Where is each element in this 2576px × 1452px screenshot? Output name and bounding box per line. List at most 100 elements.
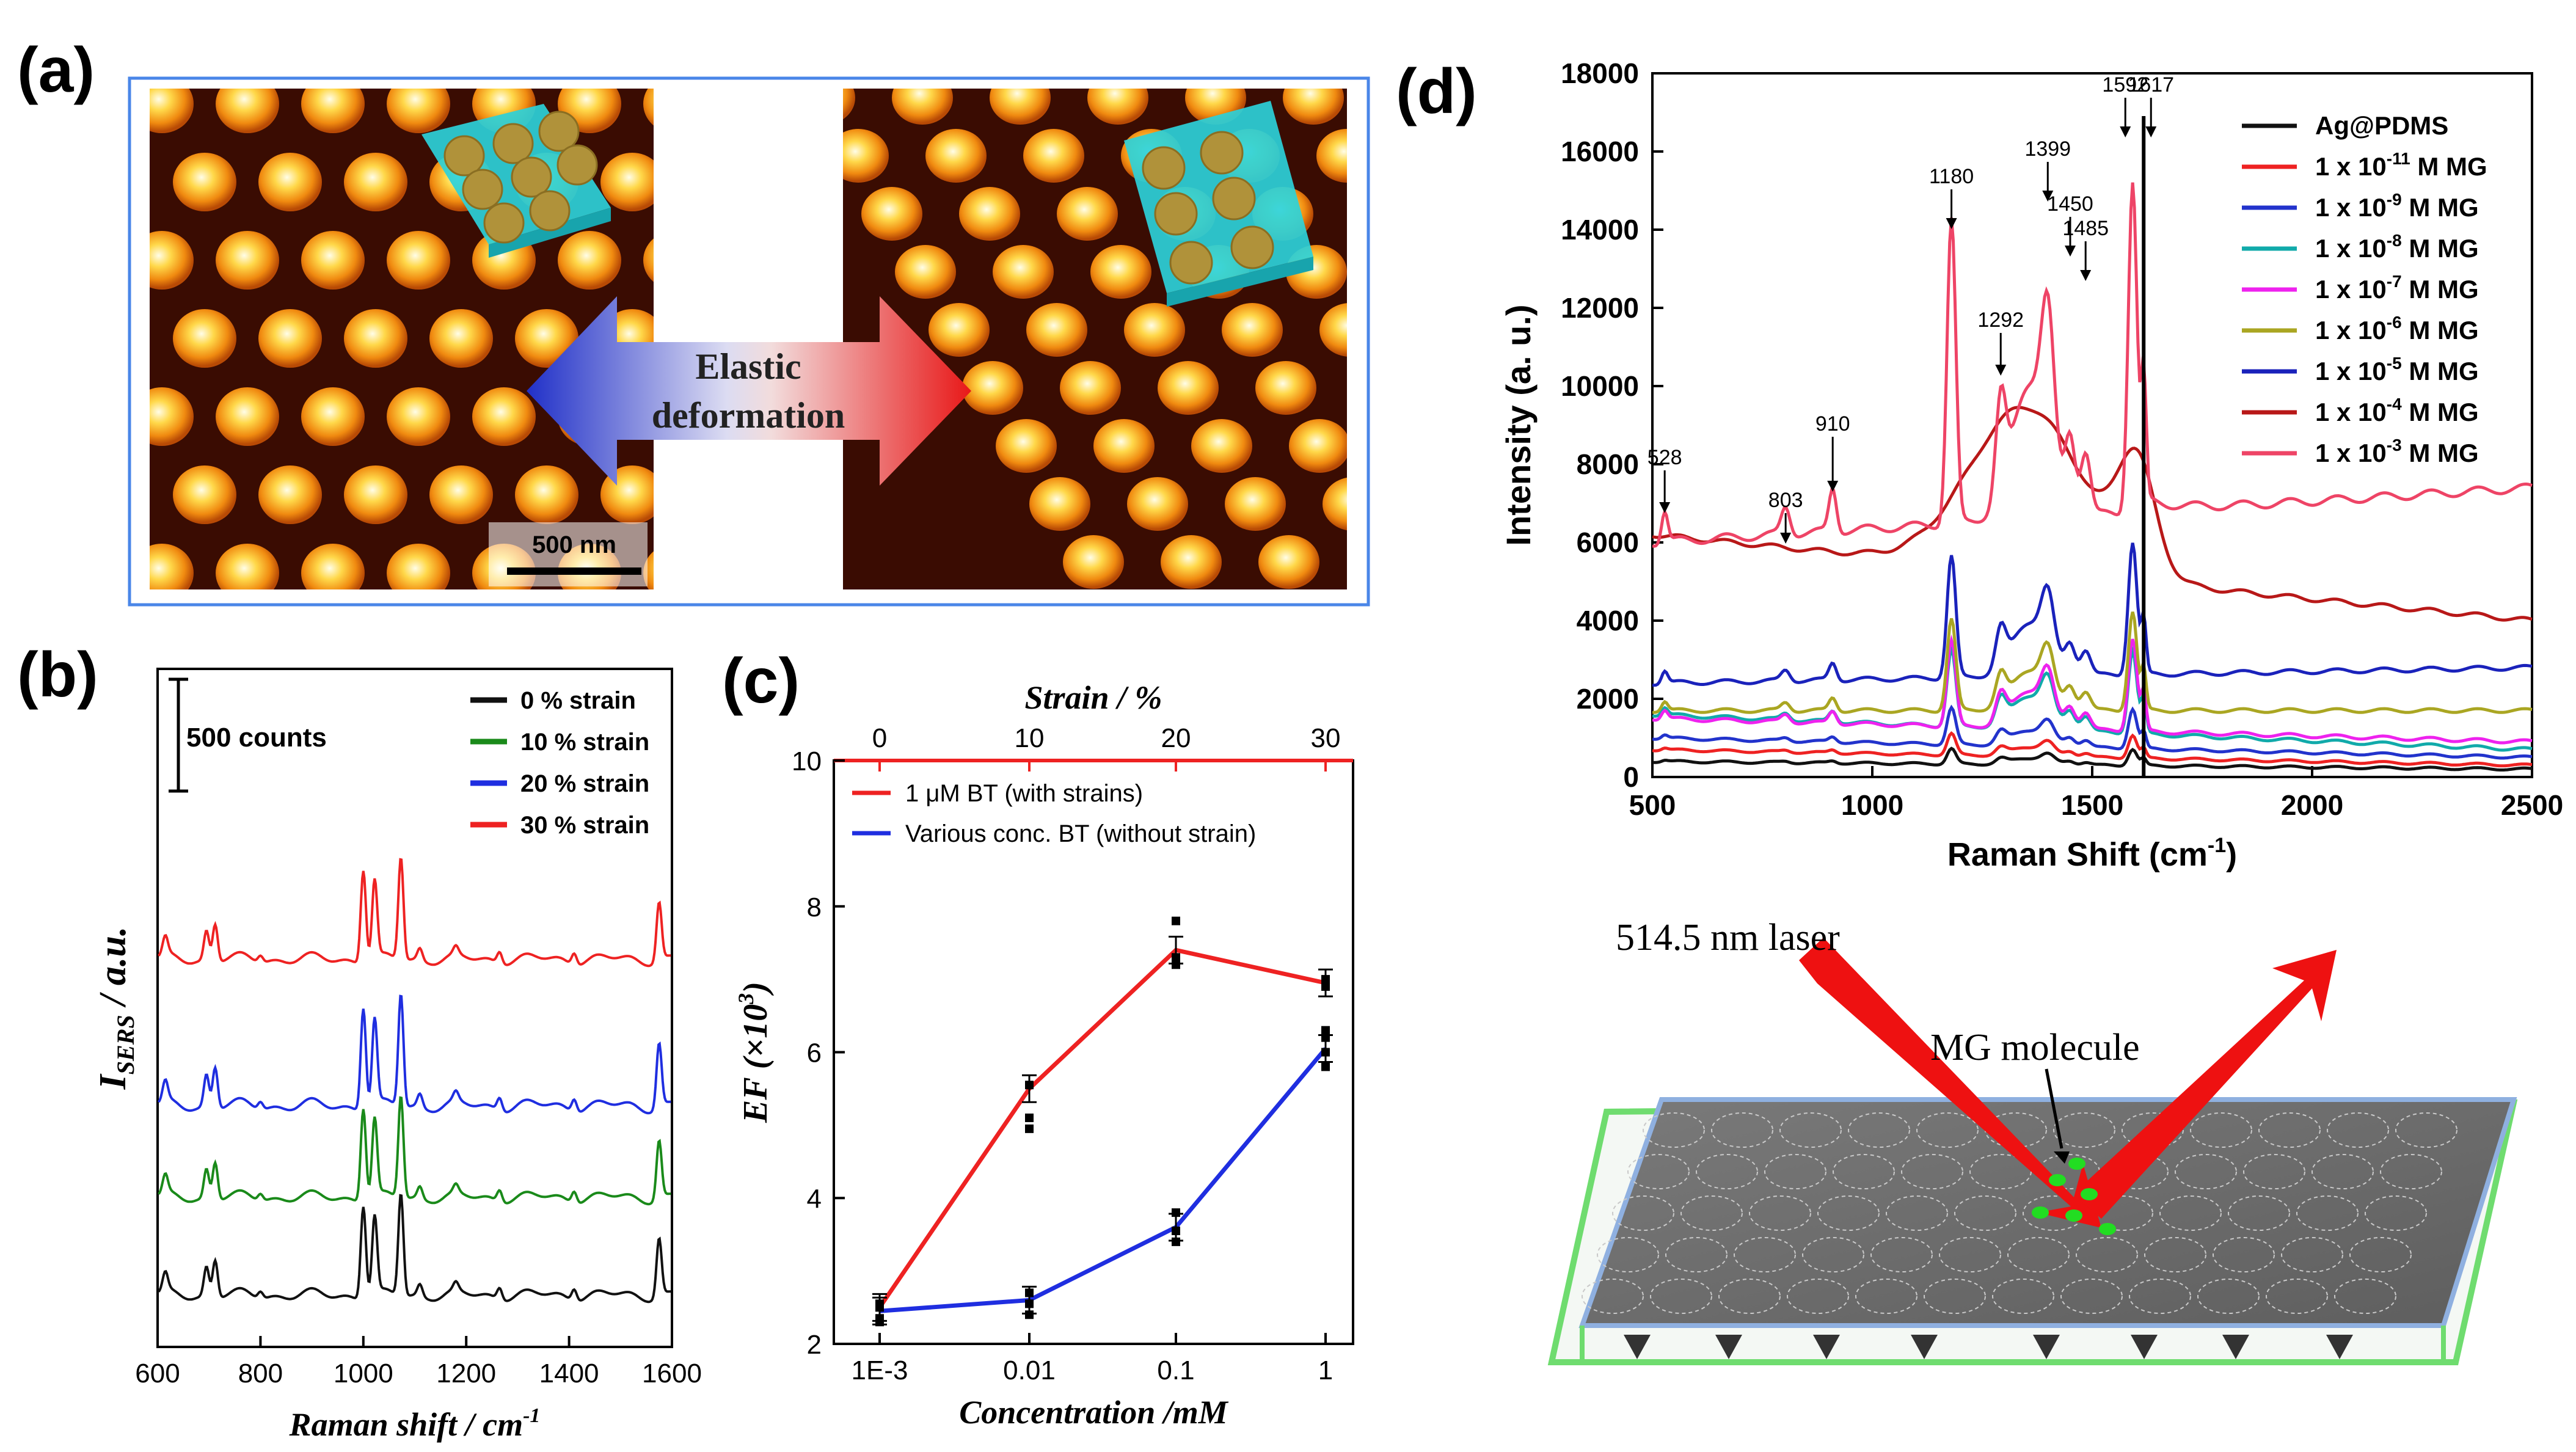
spectrum-line — [1652, 644, 2533, 752]
nanowell-cell — [1848, 1112, 1910, 1148]
nanocone — [1715, 1335, 1742, 1359]
x-tick-label: 2000 — [2281, 789, 2343, 821]
nanocone — [2326, 1335, 2353, 1359]
afm-nanodot — [959, 187, 1020, 241]
y-tick-label: 6000 — [1577, 527, 1639, 558]
mg-molecule — [2065, 1209, 2082, 1222]
data-point — [1172, 916, 1180, 925]
plot-frame — [833, 759, 1354, 1345]
y-axis-label: EF (×103) — [734, 982, 775, 1123]
legend-label-tail: M MG — [2402, 275, 2479, 304]
afm-nanodot — [1090, 245, 1151, 299]
mg-molecule — [2049, 1174, 2066, 1186]
x-axis-label: Raman shift / cm-1 — [289, 1404, 541, 1443]
legend-label: 1 x 10-8 M MG — [2315, 231, 2479, 263]
nanowell-cell — [1711, 1112, 1773, 1148]
nanowell-cell — [2395, 1112, 2457, 1148]
mg-molecule — [2068, 1158, 2085, 1170]
spectrum-line — [1652, 746, 2533, 772]
x-tick-label: 1200 — [436, 1359, 496, 1388]
afm-nanodot — [1350, 187, 1411, 241]
afm-nanodot — [1127, 477, 1188, 531]
afm-nanodot — [1222, 303, 1283, 357]
afm-nanodot — [1356, 535, 1417, 589]
legend-label-exp: -6 — [2387, 313, 2402, 332]
afm-nanodot — [344, 309, 407, 368]
legend-label-tail: M MG — [2402, 193, 2479, 222]
nanowell-cell — [2228, 1195, 2290, 1231]
spectrum-line — [158, 1194, 671, 1304]
afm-nanodot — [216, 387, 279, 446]
afm-nanodot — [216, 544, 279, 589]
legend-label: 1 x 10-4 M MG — [2315, 395, 2479, 426]
afm-nanodot — [150, 544, 194, 589]
nanowell-cell — [1787, 1279, 1849, 1314]
x-axis-label-tail: ) — [2226, 836, 2237, 873]
inset-gold-dot — [462, 169, 503, 210]
spectrum-line — [158, 1096, 671, 1206]
legend-label-exp: -4 — [2387, 395, 2402, 414]
afm-nanodot — [301, 231, 365, 290]
nanowell-cell — [2334, 1279, 2396, 1314]
peak-arrow-head — [1946, 218, 1957, 229]
afm-nanodot — [1225, 477, 1286, 531]
x-tick-label: 1400 — [539, 1359, 599, 1388]
peak-arrow-head — [2145, 126, 2157, 137]
pdms-substrate-inset — [421, 104, 611, 258]
afm-image-stretched — [843, 89, 1744, 647]
legend-label: 30 % strain — [520, 812, 649, 839]
nanowell-cell — [2380, 1154, 2442, 1189]
inset-gold-dot — [1169, 241, 1213, 285]
afm-nanodot — [895, 245, 956, 299]
nanocone — [1911, 1335, 1938, 1359]
nanowell-cell — [2349, 1237, 2412, 1272]
inset-gold-dot — [538, 111, 580, 152]
x-tick-label: 500 — [1629, 789, 1676, 821]
x-tick-label: 800 — [238, 1359, 283, 1388]
afm-nanodot — [1387, 419, 1448, 473]
nanowell-cell — [2190, 1112, 2252, 1148]
y-tick-label: 4 — [807, 1184, 822, 1214]
inset-gold-dot — [1154, 192, 1198, 236]
legend-label: 10 % strain — [520, 729, 649, 756]
inset-gold-dot — [556, 144, 598, 186]
afm-nanodot — [301, 89, 365, 133]
afm-nanodot — [1029, 477, 1090, 531]
afm-nanodot — [216, 89, 279, 133]
inset-gold-dot — [1200, 131, 1244, 175]
afm-nanodot — [173, 309, 236, 368]
inset-gold-dot — [483, 202, 525, 244]
legend-label-tail: M MG — [2402, 357, 2479, 385]
afm-nanodot — [1323, 477, 1347, 531]
legend-label: 1 x 10-9 M MG — [2315, 190, 2479, 222]
y-tick-label: 10000 — [1561, 370, 1639, 402]
afm-nanodot — [150, 89, 194, 133]
nanowell-cell — [1901, 1154, 1963, 1189]
plot-frame — [156, 668, 673, 1348]
spectrum-line — [157, 994, 671, 1115]
nanowell-cell — [2197, 1279, 2260, 1314]
legend-label: 1 μM BT (with strains) — [905, 780, 1143, 807]
inset-gold-dot — [1142, 146, 1186, 190]
nanowell-cell — [1627, 1154, 1690, 1189]
legend-label-tail: M MG — [2402, 439, 2479, 467]
nanowell-cell — [2129, 1279, 2191, 1314]
afm-nanodot — [686, 465, 750, 524]
nanowell-cell — [1802, 1237, 1864, 1272]
spectrum-line — [1652, 704, 2533, 760]
nanowell-cell — [1870, 1237, 1933, 1272]
afm-nanodot — [1096, 593, 1158, 647]
data-point — [1321, 1062, 1330, 1071]
y-axis-label-tail: / a.u. — [92, 927, 134, 1015]
afm-nanodot — [1683, 593, 1744, 647]
afm-nanodot — [1384, 245, 1445, 299]
inset-gold-dot — [1230, 225, 1274, 269]
afm-nanodot — [344, 465, 407, 524]
nanocone — [2033, 1335, 2060, 1359]
data-point — [1321, 1026, 1330, 1035]
nanowell-cell — [1650, 1279, 1712, 1314]
afm-nanodot — [258, 309, 322, 368]
afm-nanodot — [996, 419, 1057, 473]
afm-nanodot — [1420, 477, 1481, 531]
